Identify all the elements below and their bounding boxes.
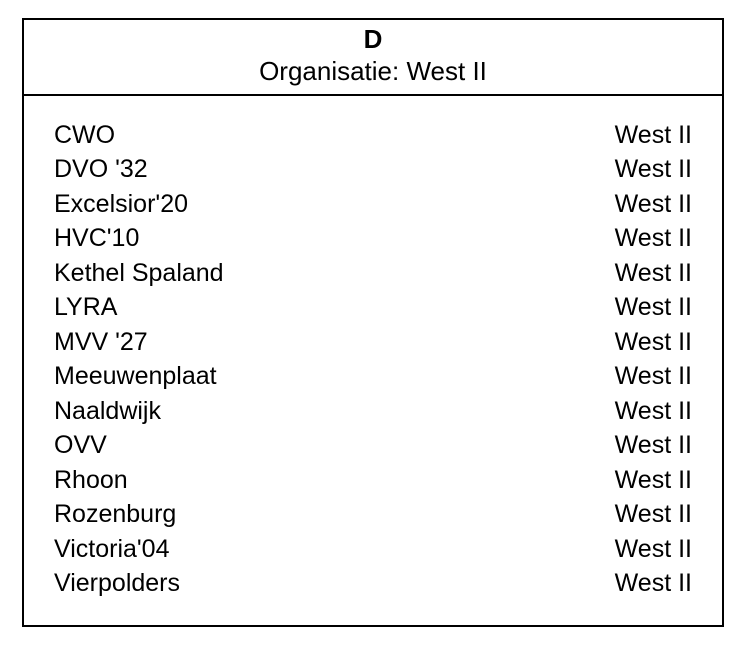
group-title: D (24, 24, 722, 55)
table-row: Meeuwenplaat West II (54, 359, 692, 394)
team-name: HVC'10 (54, 221, 139, 256)
table-row: Naaldwijk West II (54, 394, 692, 429)
organisation-line: Organisatie: West II (24, 55, 722, 88)
team-region: West II (582, 221, 692, 256)
table-row: Rozenburg West II (54, 497, 692, 532)
team-region: West II (582, 497, 692, 532)
team-name: CWO (54, 118, 115, 153)
organisation-value: West II (406, 56, 486, 86)
team-region: West II (582, 290, 692, 325)
team-name: Kethel Spaland (54, 256, 224, 291)
team-name: Rhoon (54, 463, 128, 498)
table-row: CWO West II (54, 118, 692, 153)
team-region: West II (582, 566, 692, 601)
team-name: Vierpolders (54, 566, 180, 601)
table-row: Excelsior'20 West II (54, 187, 692, 222)
table-row: HVC'10 West II (54, 221, 692, 256)
team-name: Victoria'04 (54, 532, 170, 567)
team-region: West II (582, 256, 692, 291)
team-name: LYRA (54, 290, 117, 325)
team-name: Meeuwenplaat (54, 359, 217, 394)
card-body: CWO West II DVO '32 West II Excelsior'20 West… (24, 96, 722, 625)
table-row: DVO '32 West II (54, 152, 692, 187)
team-region: West II (582, 532, 692, 567)
table-row: Vierpolders West II (54, 566, 692, 601)
team-name: OVV (54, 428, 107, 463)
team-region: West II (582, 428, 692, 463)
team-region: West II (582, 152, 692, 187)
team-region: West II (582, 394, 692, 429)
team-region: West II (582, 325, 692, 360)
team-region: West II (582, 359, 692, 394)
team-region: West II (582, 187, 692, 222)
group-card: D Organisatie: West II CWOWest IIDVO '32… (22, 18, 724, 627)
table-row: Kethel Spaland West II (54, 256, 692, 291)
table-row: Victoria'04 West II (54, 532, 692, 567)
organisation-label: Organisatie: (259, 56, 399, 86)
card-header: D Organisatie: West II (24, 20, 722, 96)
team-name: Excelsior'20 (54, 187, 188, 222)
team-name: Rozenburg (54, 497, 176, 532)
table-row: LYRA West II (54, 290, 692, 325)
table-row: MVV '27 West II (54, 325, 692, 360)
table-row: OVV West II (54, 428, 692, 463)
team-name: Naaldwijk (54, 394, 161, 429)
team-region: West II (582, 463, 692, 498)
team-name: DVO '32 (54, 152, 148, 187)
team-region: West II (582, 118, 692, 153)
team-name: MVV '27 (54, 325, 148, 360)
table-row: Rhoon West II (54, 463, 692, 498)
